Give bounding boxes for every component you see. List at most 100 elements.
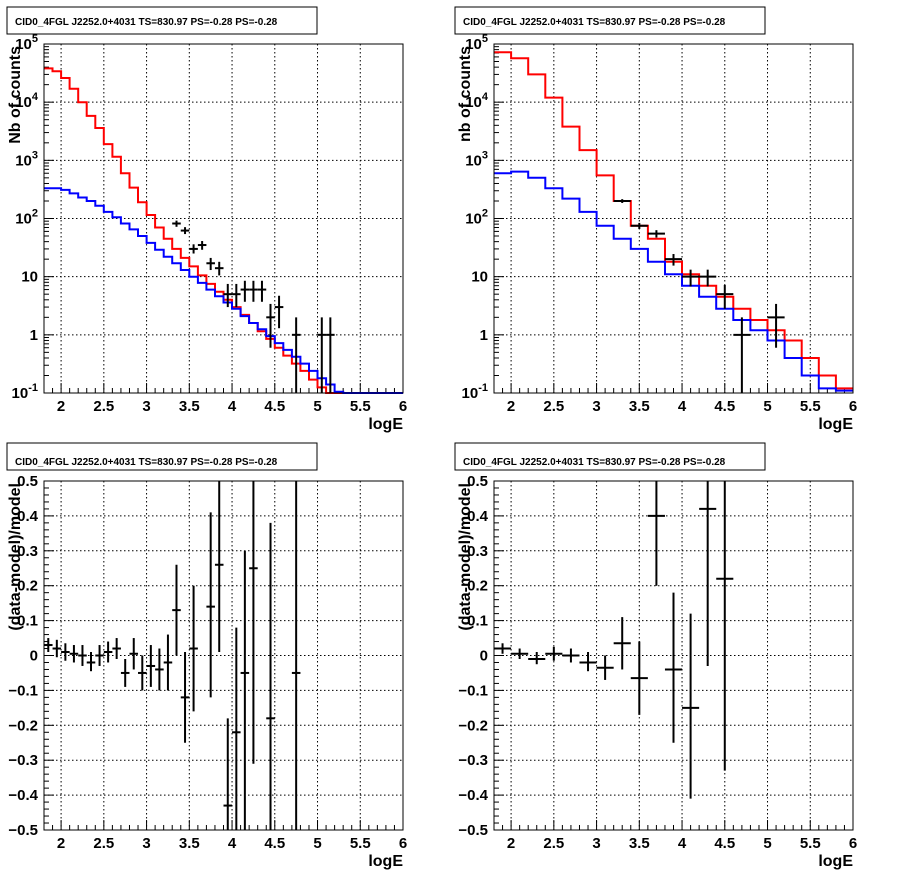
x-tick-label: 3 <box>142 398 150 415</box>
y-tick-label: −0.3 <box>458 752 488 769</box>
y-tick-label: 103 <box>15 149 38 169</box>
x-tick-label: 4 <box>228 835 237 852</box>
x-tick-label: 5.5 <box>800 398 821 415</box>
y-tick-label: 1 <box>480 327 488 344</box>
x-tick-label: 4.5 <box>714 398 735 415</box>
chart-title: CID0_4FGL J2252.0+4031 TS=830.97 PS=-0.2… <box>15 17 278 28</box>
x-tick-label: 6 <box>399 835 407 852</box>
x-tick-label: 2 <box>507 835 515 852</box>
x-tick-label: 6 <box>849 835 857 852</box>
panel-top-left-counts: 2 2.5 3 3.5 4 4.5 5 5.5 6 10-1 1 10 102 103 104 105 logE… <box>6 6 407 433</box>
panel-bottom-right-residuals: 2 2.5 3 3.5 4 4.5 5 5.5 6 −0.5 −0.4 −0.3 −0.2 −0.1 0 0.… <box>454 442 857 870</box>
title-box <box>454 6 766 35</box>
y-tick-label: 104 <box>15 91 39 111</box>
y-axis-label: (data-model)/model <box>7 483 24 631</box>
y-tick-label: 105 <box>465 33 488 53</box>
y-tick-label: 10-1 <box>462 382 488 402</box>
x-tick-label: 4 <box>678 835 687 852</box>
series-0-step-line <box>494 51 853 390</box>
x-tick-label: 2.5 <box>543 835 564 852</box>
plot-frame <box>43 480 404 831</box>
x-tick-label: 3.5 <box>179 835 200 852</box>
y-tick-label: 10-1 <box>12 382 38 402</box>
y-tick-label: 0 <box>480 648 488 665</box>
y-tick-label: 0.1 <box>467 613 488 630</box>
y-tick-label: 102 <box>465 208 488 228</box>
y-tick-label: −0.5 <box>8 822 38 839</box>
y-tick-label: −0.1 <box>8 682 38 699</box>
x-tick-label: 4.5 <box>264 398 285 415</box>
x-axis-label: logE <box>818 416 853 433</box>
x-tick-label: 6 <box>399 398 407 415</box>
y-tick-label: 0.5 <box>17 473 38 490</box>
x-tick-label: 6 <box>849 398 857 415</box>
y-tick-label: 10 <box>471 269 488 286</box>
x-tick-label: 5.5 <box>350 398 371 415</box>
plot-frame <box>43 43 404 394</box>
y-tick-label: 0.4 <box>17 508 39 525</box>
x-tick-label: 5 <box>763 398 771 415</box>
x-tick-label: 5.5 <box>350 835 371 852</box>
y-tick-label: −0.2 <box>8 717 38 734</box>
x-tick-label: 2 <box>57 398 65 415</box>
x-tick-label: 3 <box>592 835 600 852</box>
chart-title: CID0_4FGL J2252.0+4031 TS=830.97 PS=-0.2… <box>15 457 278 468</box>
x-tick-label: 4.5 <box>714 835 735 852</box>
y-tick-label: −0.5 <box>458 822 488 839</box>
series-1-step-line <box>44 187 403 394</box>
plot-frame <box>493 43 854 394</box>
x-axis-label: logE <box>818 853 853 870</box>
title-box <box>6 442 318 471</box>
y-tick-label: 0.2 <box>467 578 488 595</box>
y-tick-label: 0.4 <box>467 508 489 525</box>
panel-top-right-counts: 2 2.5 3 3.5 4 4.5 5 5.5 6 10-1 1 10 102 103 104 105 logE… <box>454 6 857 433</box>
x-tick-label: 5 <box>313 835 321 852</box>
y-tick-label: 0.1 <box>17 613 38 630</box>
plot-frame <box>493 480 854 831</box>
x-tick-label: 3.5 <box>629 398 650 415</box>
x-tick-label: 5.5 <box>800 835 821 852</box>
x-axis-label: logE <box>368 853 403 870</box>
y-tick-label: −0.3 <box>8 752 38 769</box>
chart-title: CID0_4FGL J2252.0+4031 TS=830.97 PS=-0.2… <box>463 457 726 468</box>
y-tick-label: −0.4 <box>458 787 488 804</box>
title-box <box>6 6 318 35</box>
x-tick-label: 4.5 <box>264 835 285 852</box>
y-tick-label: 103 <box>465 149 488 169</box>
y-tick-label: −0.4 <box>8 787 38 804</box>
y-tick-label: 0.5 <box>467 473 488 490</box>
title-box <box>454 442 766 471</box>
y-tick-label: 105 <box>15 33 38 53</box>
x-tick-label: 2.5 <box>543 398 564 415</box>
panel-bottom-left-residuals: 2 2.5 3 3.5 4 4.5 5 5.5 6 −0.5 −0.4 −0.3 −0.2 −0.1 0 0.… <box>6 442 407 870</box>
x-tick-label: 3 <box>592 398 600 415</box>
y-tick-label: −0.1 <box>458 682 488 699</box>
x-tick-label: 4 <box>228 398 237 415</box>
y-tick-label: 0.2 <box>17 578 38 595</box>
y-tick-label: 0.3 <box>467 543 488 560</box>
y-tick-label: 102 <box>15 208 38 228</box>
chart-title: CID0_4FGL J2252.0+4031 TS=830.97 PS=-0.2… <box>463 17 726 28</box>
y-axis-label: (data-model)/model <box>457 483 474 631</box>
y-axis-label: nb of counts <box>457 46 474 142</box>
y-tick-label: 10 <box>21 269 38 286</box>
y-tick-label: 0 <box>30 648 38 665</box>
x-tick-label: 4 <box>678 398 687 415</box>
series-0-step-line <box>44 67 403 394</box>
x-tick-label: 3.5 <box>179 398 200 415</box>
x-tick-label: 3.5 <box>629 835 650 852</box>
y-tick-label: 104 <box>465 91 489 111</box>
x-tick-label: 5 <box>313 398 321 415</box>
x-tick-label: 2 <box>507 398 515 415</box>
series-1-step-line <box>494 170 853 392</box>
y-tick-label: 0.3 <box>17 543 38 560</box>
x-tick-label: 2.5 <box>93 835 114 852</box>
x-axis-label: logE <box>368 416 403 433</box>
x-tick-label: 3 <box>142 835 150 852</box>
x-tick-label: 5 <box>763 835 771 852</box>
y-tick-label: −0.2 <box>458 717 488 734</box>
y-tick-label: 1 <box>30 327 38 344</box>
x-tick-label: 2 <box>57 835 65 852</box>
x-tick-label: 2.5 <box>93 398 114 415</box>
